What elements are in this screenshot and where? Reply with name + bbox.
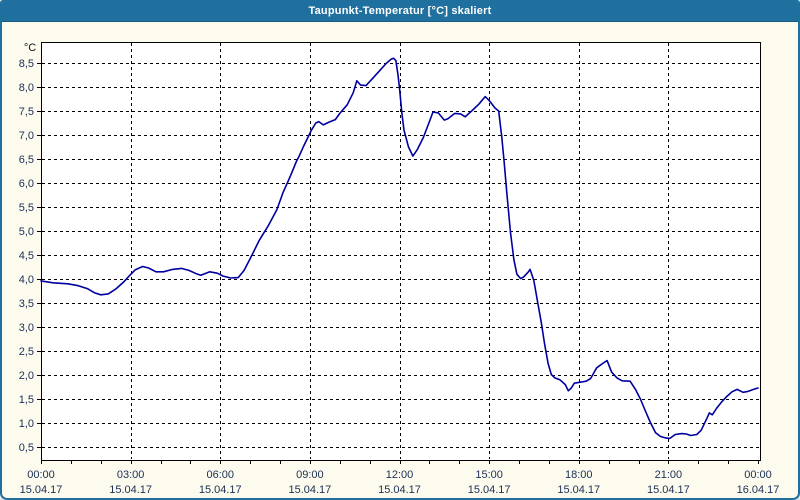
x-tick-time-label: 18:00 [565, 469, 593, 481]
x-tick-time-label: 21:00 [655, 469, 683, 481]
x-axis: 00:00 15.04.17 03:00 15.04.17 06:00 15.04.17 0… [20, 460, 780, 496]
x-tick-date-label: 15.04.17 [647, 484, 690, 496]
y-tick-label: 6,0 [19, 178, 34, 190]
y-tick-label: 1,5 [19, 394, 34, 406]
x-tick-date-label: 16.04.17 [737, 484, 780, 496]
chart-title: Taupunkt-Temperatur [°C] skaliert [308, 4, 492, 17]
x-tick-date-label: 15.04.17 [557, 484, 600, 496]
y-tick-label: 8,5 [19, 58, 34, 70]
title-bar: Taupunkt-Temperatur [°C] skaliert [2, 2, 798, 22]
x-tick-time-label: 09:00 [296, 469, 324, 481]
y-tick-label: 7,0 [19, 130, 34, 142]
x-tick-time-label: 00:00 [27, 469, 55, 481]
y-tick-label: 8,0 [19, 82, 34, 94]
y-tick-label: 3,5 [19, 298, 34, 310]
plot-svg: 8,5 8,0 7,5 7,0 6,5 6,0 5,5 5,0 4,5 4,0 3,5 3,0 2,5 2… [19, 42, 780, 496]
y-tick-label: 4,5 [19, 250, 34, 262]
x-tick-time-label: 00:00 [744, 469, 772, 481]
y-axis-unit-label: °C [24, 42, 36, 54]
x-tick-time-label: 06:00 [206, 469, 234, 481]
y-tick-label: 2,0 [19, 370, 34, 382]
x-tick-time-label: 12:00 [386, 469, 414, 481]
y-axis: 8,5 8,0 7,5 7,0 6,5 6,0 5,5 5,0 4,5 4,0 3,5 3,0 2,5 2… [19, 42, 41, 454]
x-tick-time-label: 15:00 [475, 469, 503, 481]
y-tick-label: 7,5 [19, 106, 34, 118]
y-tick-label: 5,5 [19, 202, 34, 214]
y-tick-label: 4,0 [19, 274, 34, 286]
x-tick-date-label: 15.04.17 [109, 484, 152, 496]
x-tick-time-label: 03:00 [117, 469, 145, 481]
y-tick-label: 3,0 [19, 322, 34, 334]
y-tick-label: 5,0 [19, 226, 34, 238]
temperature-line [40, 57, 759, 440]
x-tick-date-label: 15.04.17 [199, 484, 242, 496]
y-tick-label: 6,5 [19, 154, 34, 166]
x-tick-date-label: 15.04.17 [288, 484, 331, 496]
y-tick-label: 2,5 [19, 346, 34, 358]
x-tick-date-label: 15.04.17 [378, 484, 421, 496]
x-tick-date-label: 15.04.17 [20, 484, 63, 496]
y-tick-label: 0,5 [19, 442, 34, 454]
y-tick-label: 1,0 [19, 418, 34, 430]
x-tick-date-label: 15.04.17 [468, 484, 511, 496]
